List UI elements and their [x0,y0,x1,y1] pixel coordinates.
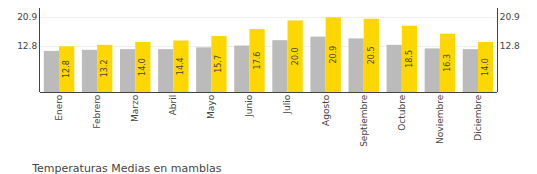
svg-text:Mayo: Mayo [206,94,216,119]
svg-text:Noviembre: Noviembre [435,94,445,144]
svg-text:17.6: 17.6 [253,52,262,70]
svg-text:Abril: Abril [168,95,178,116]
svg-text:14.4: 14.4 [176,57,185,75]
svg-text:16.3: 16.3 [443,54,452,72]
svg-text:20.5: 20.5 [367,46,376,64]
svg-text:Septiembre: Septiembre [359,94,369,147]
svg-text:12.8: 12.8 [62,60,71,78]
svg-text:Temperaturas Medias en mamblas: Temperaturas Medias en mamblas [31,162,222,174]
svg-text:14.0: 14.0 [481,58,490,76]
svg-text:Julio: Julio [282,94,292,114]
svg-text:Enero: Enero [54,94,64,120]
svg-text:Octubre: Octubre [397,94,407,130]
svg-text:12.8: 12.8 [17,41,37,51]
svg-text:14.0: 14.0 [138,58,147,76]
svg-text:Marzo: Marzo [130,94,140,122]
svg-text:18.5: 18.5 [405,50,414,68]
svg-text:20.9: 20.9 [500,12,520,22]
svg-text:15.7: 15.7 [214,55,223,73]
svg-text:20.0: 20.0 [291,47,300,65]
svg-text:Agosto: Agosto [321,94,331,126]
svg-text:20.9: 20.9 [17,12,37,22]
svg-text:Diciembre: Diciembre [473,94,483,140]
svg-text:Junio: Junio [244,94,254,118]
svg-text:20.9: 20.9 [329,46,338,64]
svg-text:Febrero: Febrero [92,94,102,128]
svg-text:13.2: 13.2 [100,60,109,78]
svg-text:12.8: 12.8 [500,41,520,51]
